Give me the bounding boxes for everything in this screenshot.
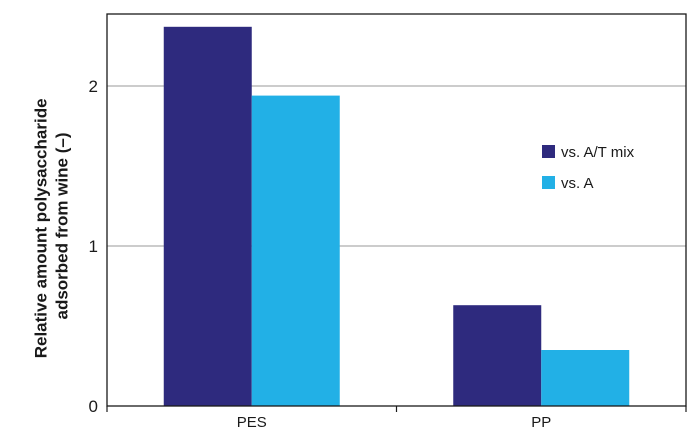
y-axis-title-line-1: Relative amount polysaccharide — [31, 98, 50, 358]
legend-swatch-1 — [542, 145, 555, 158]
bar-layer — [163, 26, 630, 407]
legend: vs. A/T mix vs. A — [542, 144, 635, 192]
y-tick-label-0: 0 — [89, 397, 98, 416]
bar-pes-series-2 — [251, 95, 340, 406]
axis-layer — [106, 13, 687, 412]
label-layer: 0 1 2 PES PP — [89, 77, 552, 431]
y-tick-label-1: 1 — [89, 237, 98, 256]
bar-pes-series-1 — [163, 26, 252, 407]
bar-pp-series-1 — [453, 305, 542, 406]
y-axis-title: Relative amount polysaccharide adsorbed … — [31, 94, 71, 359]
legend-label-2: vs. A — [561, 175, 594, 192]
x-category-label-pes: PES — [237, 414, 267, 431]
x-category-label-pp: PP — [531, 414, 551, 431]
bar-pp-series-2 — [541, 350, 630, 406]
legend-label-1: vs. A/T mix — [561, 144, 635, 161]
y-axis-title-line-2: adsorbed from wine (–) — [53, 132, 72, 319]
y-tick-label-2: 2 — [89, 77, 98, 96]
legend-swatch-2 — [542, 176, 555, 189]
